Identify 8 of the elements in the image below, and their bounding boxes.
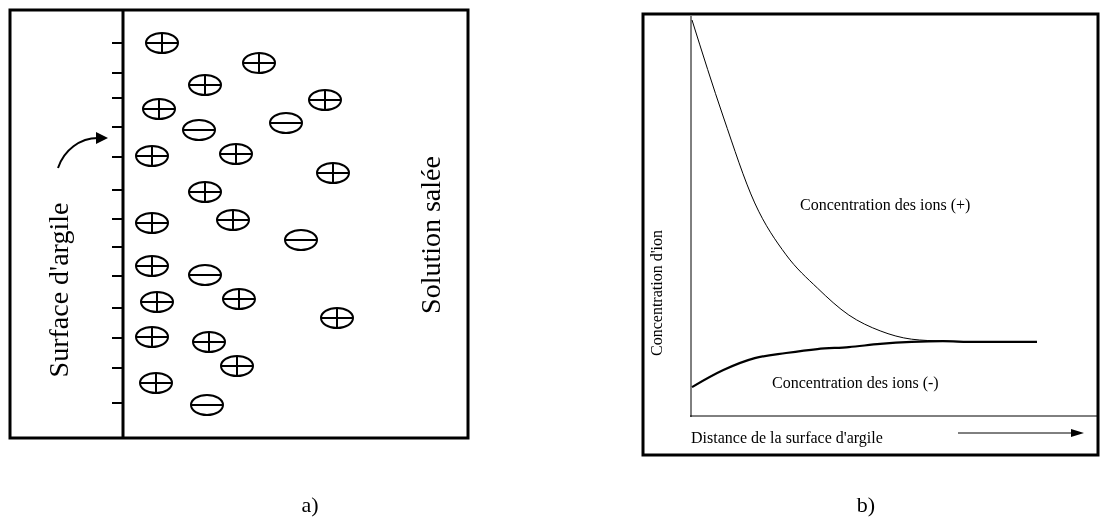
x-axis-title: Distance de la surface d'argile xyxy=(691,429,883,447)
text: Surface d'argile xyxy=(43,202,74,378)
series-label: Concentration des ions (-) xyxy=(772,374,939,392)
y-axis-title: Concentration d'ion xyxy=(648,230,665,356)
text: Solution salée xyxy=(415,156,446,314)
text: a) xyxy=(301,492,319,517)
text: Concentration des ions (+) xyxy=(800,196,971,214)
text: b) xyxy=(856,492,876,517)
